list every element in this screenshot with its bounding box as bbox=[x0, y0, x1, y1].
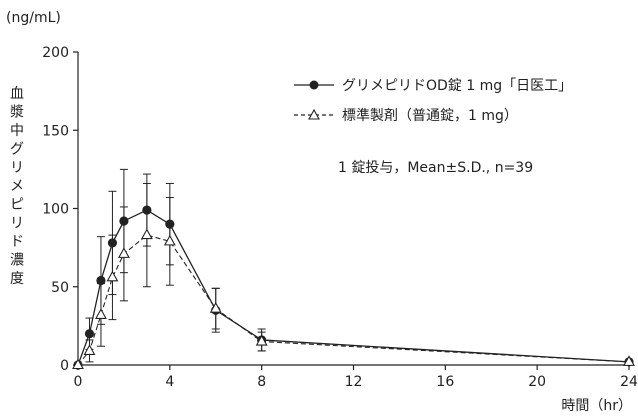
y-axis-title-char: 中 bbox=[10, 123, 24, 139]
legend-marker-triangle bbox=[308, 108, 320, 120]
data-point bbox=[117, 247, 130, 258]
data-point bbox=[96, 275, 106, 286]
y-axis-title-char: リ bbox=[10, 160, 24, 176]
y-axis-title-char: 度 bbox=[10, 271, 24, 287]
y-axis-title-char: 濃 bbox=[10, 253, 24, 269]
y-ticks: 0 50 100 150 200 bbox=[42, 45, 78, 374]
legend-marker-circle bbox=[309, 80, 319, 90]
legend-label-od: グリメピリドOD錠 1 mg「日医工」 bbox=[342, 78, 572, 94]
data-point bbox=[209, 302, 222, 313]
data-point bbox=[95, 308, 107, 319]
y-tick-label: 200 bbox=[42, 45, 69, 61]
y-tick-label: 100 bbox=[42, 202, 69, 218]
series-layer bbox=[72, 168, 635, 370]
data-point bbox=[72, 358, 84, 370]
legend-item-od: グリメピリドOD錠 1 mg「日医工」 bbox=[294, 78, 572, 94]
x-ticks: 0 4 8 12 16 20 24 bbox=[74, 365, 638, 390]
dosing-annotation: 1 錠投与，Mean±S.D., n=39 bbox=[338, 160, 533, 176]
x-tick-label: 0 bbox=[74, 374, 83, 390]
x-tick-label: 24 bbox=[620, 374, 638, 390]
y-axis-title-char: リ bbox=[10, 216, 24, 232]
data-point bbox=[163, 234, 176, 246]
x-tick-label: 20 bbox=[528, 374, 546, 390]
legend: グリメピリドOD錠 1 mg「日医工」 標準製剤（普通錠，1 mg） bbox=[294, 78, 572, 124]
data-point bbox=[106, 270, 119, 282]
data-point bbox=[140, 228, 153, 240]
x-axis-title: 時間（hr） bbox=[561, 398, 632, 414]
y-axis-title-char: グ bbox=[10, 142, 24, 158]
y-axis-title-char: ピ bbox=[10, 197, 24, 213]
data-point bbox=[623, 355, 635, 366]
x-tick-label: 4 bbox=[165, 374, 174, 390]
x-tick-label: 16 bbox=[436, 374, 454, 390]
y-axis-title-char: 漿 bbox=[10, 105, 24, 121]
axes bbox=[77, 52, 629, 366]
data-point bbox=[83, 344, 96, 355]
data-point bbox=[84, 329, 95, 339]
legend-item-standard: 標準製剤（普通錠，1 mg） bbox=[294, 108, 518, 124]
legend-label-standard: 標準製剤（普通錠，1 mg） bbox=[342, 108, 518, 124]
y-axis-title-char: ド bbox=[10, 234, 24, 250]
y-axis-title-char: メ bbox=[10, 179, 24, 195]
y-unit-label: (ng/mL) bbox=[6, 10, 61, 26]
x-tick-label: 8 bbox=[257, 374, 266, 390]
y-tick-label: 150 bbox=[42, 123, 69, 139]
x-tick-label: 12 bbox=[345, 374, 363, 390]
y-axis-title-char: 血 bbox=[10, 86, 24, 102]
series-line bbox=[77, 209, 630, 366]
y-tick-label: 0 bbox=[60, 358, 69, 374]
data-point bbox=[255, 334, 268, 346]
y-tick-label: 50 bbox=[51, 280, 69, 296]
series-line bbox=[77, 234, 630, 366]
series-od-tablet bbox=[73, 168, 634, 370]
series-standard bbox=[72, 182, 635, 370]
